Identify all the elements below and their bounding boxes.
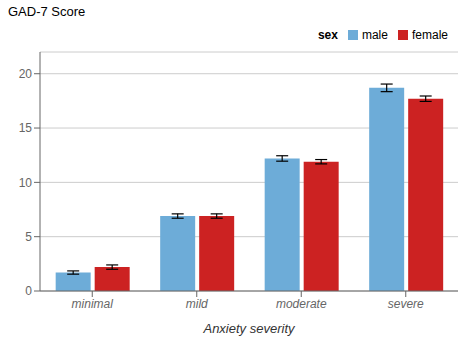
svg-text:moderate: moderate <box>276 297 327 311</box>
svg-text:Anxiety severity: Anxiety severity <box>202 321 296 336</box>
svg-text:0: 0 <box>25 284 32 298</box>
svg-text:5: 5 <box>25 230 32 244</box>
svg-text:15: 15 <box>19 121 33 135</box>
svg-text:mild: mild <box>186 297 208 311</box>
svg-text:20: 20 <box>19 67 33 81</box>
html-text:male: male <box>362 28 388 42</box>
svg-text:severe: severe <box>388 297 424 311</box>
html-text:sex: sex <box>317 28 338 42</box>
html-text:female: female <box>412 28 448 42</box>
svg-text:10: 10 <box>19 176 33 190</box>
html-text:GAD-7 Score: GAD-7 Score <box>8 4 86 19</box>
svg-text:minimal: minimal <box>72 297 114 311</box>
